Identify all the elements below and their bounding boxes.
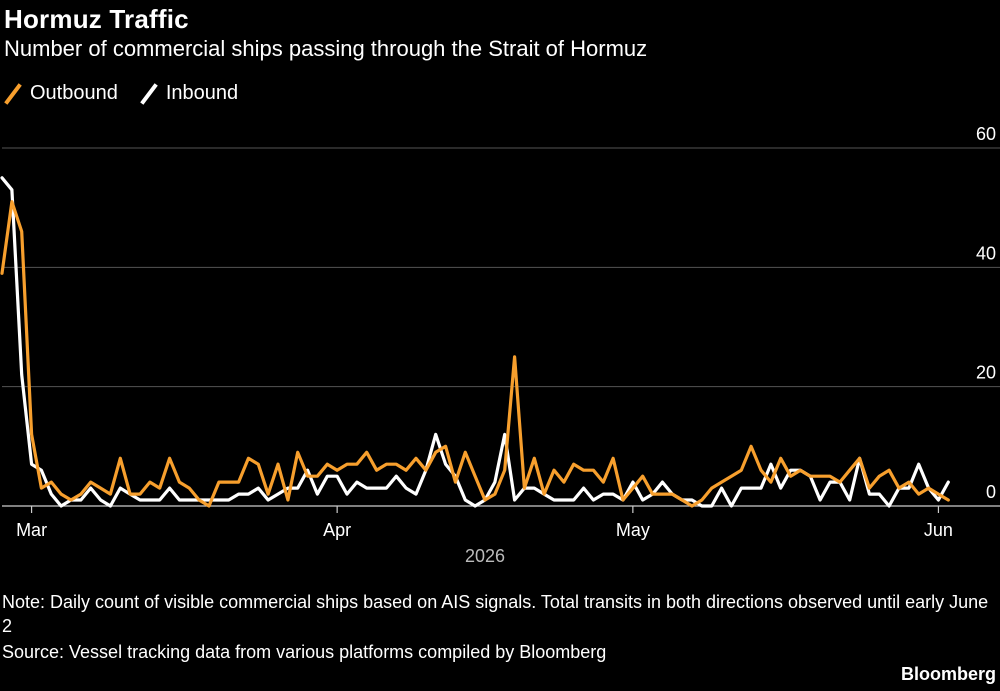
series-points-outbound [2,202,948,506]
x-tick-label-apr: Apr [323,520,351,540]
legend-item-inbound: Inbound [140,82,238,105]
legend-label-outbound: Outbound [30,82,118,104]
chart-title: Hormuz Traffic [4,4,189,34]
line-chart: 0 20 40 60 Mar Apr May Jun 2026 [0,124,1000,566]
y-tick-label-0: 0 [986,482,996,502]
series-layer [0,176,950,508]
x-tick-label-may: May [616,520,650,540]
series-line-outbound [0,200,950,508]
x-axis-year-label: 2026 [465,546,505,566]
legend-item-outbound: Outbound [4,82,118,105]
x-tick-label-jun: Jun [924,520,953,540]
outbound-swatch-icon [4,82,22,105]
legend-label-inbound: Inbound [165,82,239,104]
inbound-swatch-icon [140,82,158,105]
x-tick-label-mar: Mar [16,520,47,540]
axis-layer: 0 20 40 60 Mar Apr May Jun 2026 [2,124,1000,566]
y-tick-label-60: 60 [976,124,996,144]
chart-note: Note: Daily count of visible commercial … [2,592,989,636]
y-tick-label-40: 40 [976,243,996,263]
chart-subtitle: Number of commercial ships passing throu… [4,36,648,61]
legend: Outbound Inbound [4,82,260,105]
grid-layer [2,147,1000,388]
brand-logo: Bloomberg [900,664,996,684]
chart-source: Source: Vessel tracking data from variou… [2,642,607,662]
y-tick-label-20: 20 [976,363,996,383]
series-line-inbound [0,176,950,508]
series-points-inbound [2,178,948,506]
